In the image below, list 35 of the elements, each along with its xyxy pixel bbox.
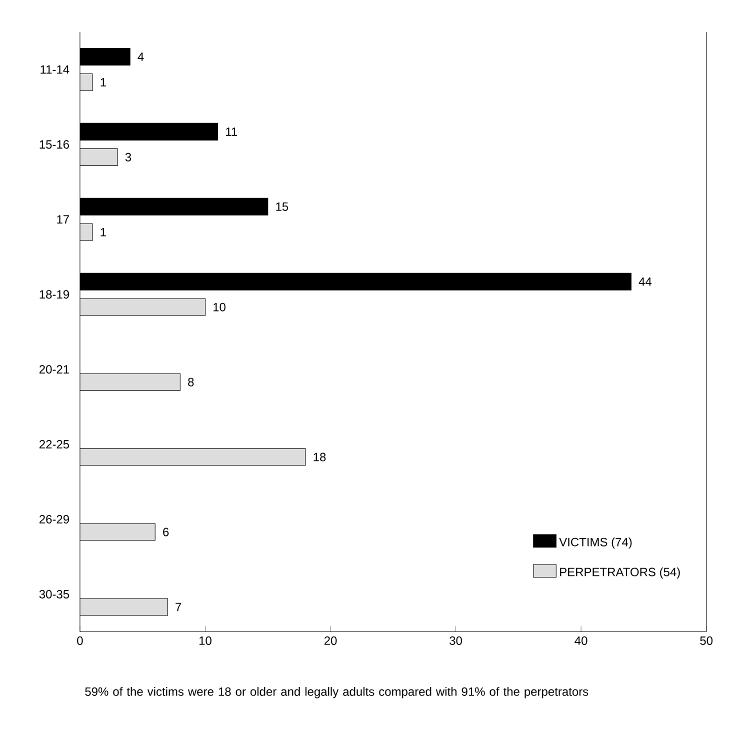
bar <box>80 148 118 166</box>
data-label: 10 <box>214 302 226 312</box>
data-label: 3 <box>125 152 132 162</box>
x-tick-label: 40 <box>574 636 588 645</box>
data-label: 1 <box>100 228 106 236</box>
y-tick-label: 15-16 <box>40 140 70 149</box>
x-tick-label: 10 <box>199 636 212 645</box>
x-tick-label: 0 <box>77 636 83 645</box>
text: 59% of the victims were 18 or older and legally adults compared with 91% of the perpetrators <box>85 687 588 698</box>
y-tick-label: 30-35 <box>39 590 70 598</box>
bar <box>80 373 180 391</box>
bar <box>80 448 306 466</box>
y-tick-label: 11-14 <box>40 65 70 74</box>
data-label: 7 <box>176 602 182 612</box>
bar <box>80 523 156 541</box>
data-label: 8 <box>188 378 194 386</box>
bar <box>80 598 168 616</box>
data-label: 6 <box>163 528 169 536</box>
data-label: 44 <box>638 278 652 286</box>
data-label: 11 <box>226 128 238 136</box>
legend-label: VICTIMS (74) <box>559 538 632 549</box>
y-tick-label: 17 <box>57 215 69 224</box>
y-tick-label: 22-25 <box>39 440 70 449</box>
x-tick-label: 20 <box>324 636 337 645</box>
x-tick-label: 30 <box>450 636 462 645</box>
data-label: 4 <box>138 52 144 61</box>
legend-label: PERPETRATORS (54) <box>560 567 680 579</box>
bar <box>80 298 206 316</box>
y-tick-label: 20-21 <box>39 365 69 374</box>
data-label: 15 <box>276 202 288 211</box>
data-label: 18 <box>314 452 326 462</box>
x-tick-label: 50 <box>700 636 713 645</box>
y-tick-label: 26-29 <box>39 515 69 524</box>
data-label: 1 <box>100 78 106 86</box>
y-tick-label: 18-19 <box>40 290 69 299</box>
